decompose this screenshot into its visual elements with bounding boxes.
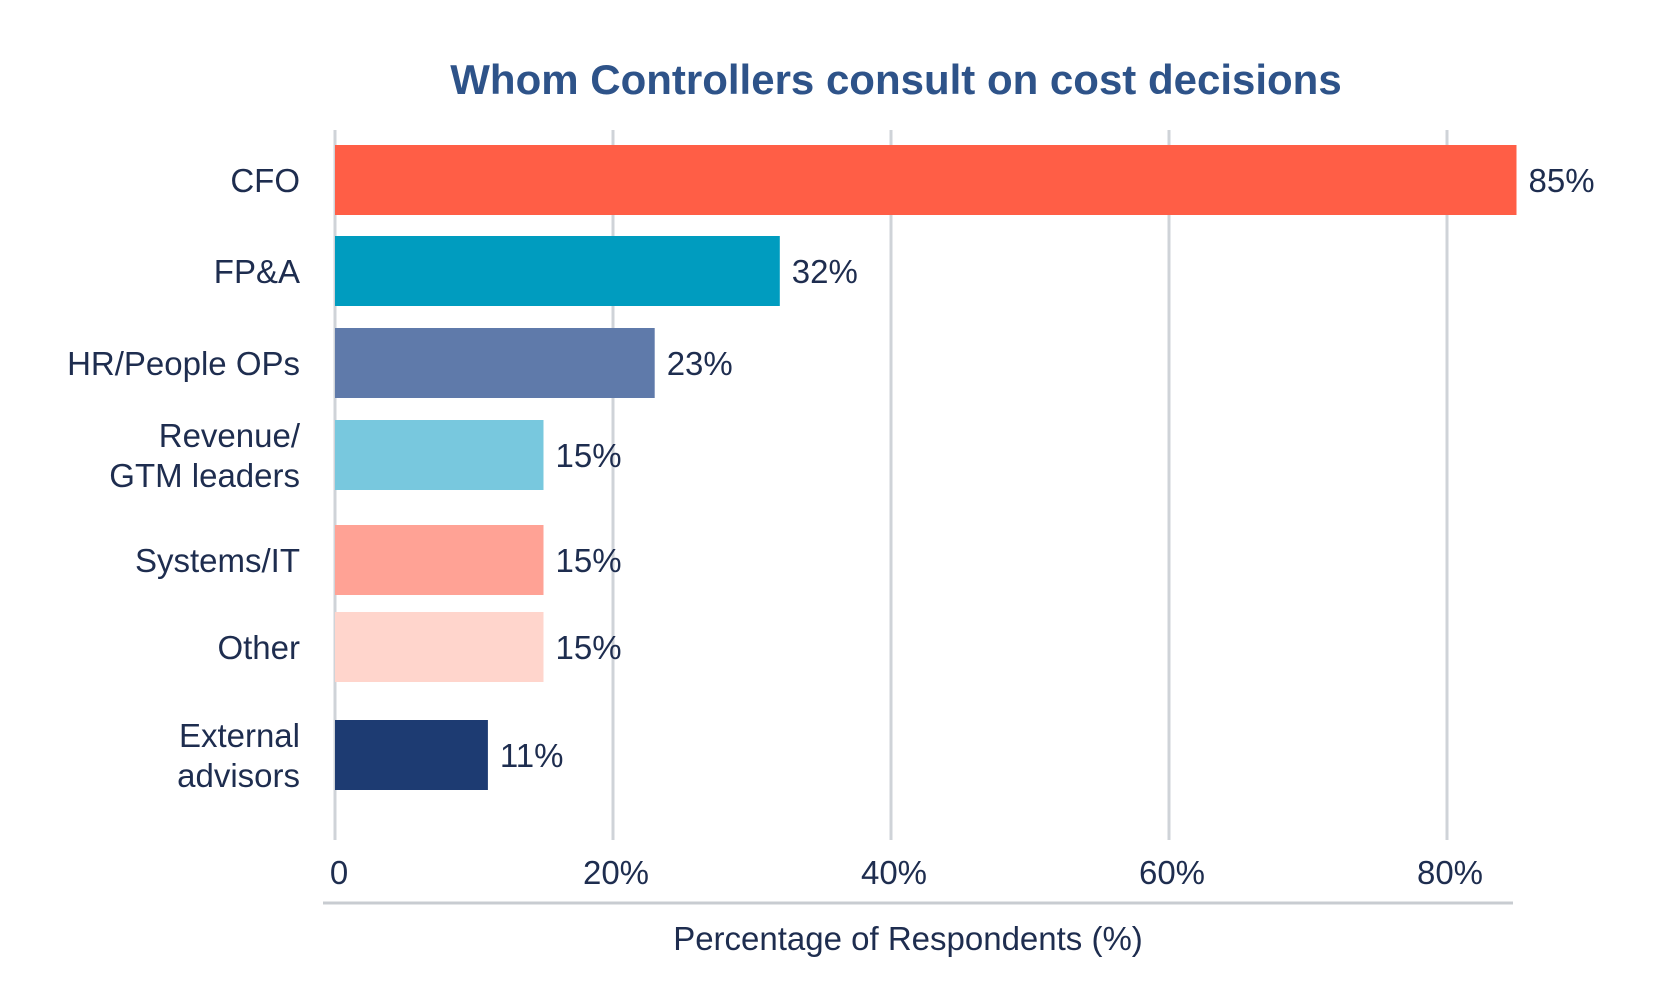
value-label: 15% <box>556 629 622 666</box>
category-label: External advisors <box>177 717 300 794</box>
category-label: HR/People OPs <box>67 345 300 382</box>
bar-5 <box>335 612 544 682</box>
bar-2 <box>335 328 655 398</box>
value-label: 15% <box>556 542 622 579</box>
category-label-line: External <box>179 717 300 754</box>
value-label: 23% <box>667 345 733 382</box>
x-tick-label: 20% <box>583 854 649 891</box>
x-axis-title: Percentage of Respondents (%) <box>673 920 1143 957</box>
value-label: 85% <box>1529 162 1595 199</box>
x-tick-label: 60% <box>1139 854 1205 891</box>
chart-title: Whom Controllers consult on cost decisio… <box>450 56 1341 103</box>
bar-1 <box>335 236 780 306</box>
category-labels: CFO FP&A HR/People OPs Revenue/GTM leaders S… <box>67 162 301 794</box>
value-label: 15% <box>556 437 622 474</box>
x-axis-ticks: 0 20% 40% 60% 80% <box>330 854 1483 891</box>
category-label-line: Systems/IT <box>135 542 300 579</box>
x-tick-label: 0 <box>330 854 348 891</box>
x-tick-label: 80% <box>1417 854 1483 891</box>
category-label-line: HR/People OPs <box>67 345 300 382</box>
value-label: 32% <box>792 253 858 290</box>
value-label: 11% <box>500 737 564 774</box>
bar-6 <box>335 720 488 790</box>
category-label-line: Other <box>217 629 300 666</box>
category-label: FP&A <box>214 253 300 290</box>
category-label-line: Revenue/ <box>159 417 301 454</box>
value-labels: 85% 32% 23% 15% 15% 15% 11% <box>500 162 1595 774</box>
category-label: Other <box>217 629 300 666</box>
category-label-line: FP&A <box>214 253 300 290</box>
bars <box>335 145 1517 790</box>
category-label: CFO <box>230 162 300 199</box>
category-label: Systems/IT <box>135 542 300 579</box>
bar-4 <box>335 525 544 595</box>
category-label-line: GTM leaders <box>109 457 300 494</box>
x-tick-label: 40% <box>861 854 927 891</box>
category-label-line: advisors <box>177 757 300 794</box>
bar-0 <box>335 145 1517 215</box>
bar-3 <box>335 420 544 490</box>
category-label: Revenue/GTM leaders <box>109 417 301 494</box>
category-label-line: CFO <box>230 162 300 199</box>
